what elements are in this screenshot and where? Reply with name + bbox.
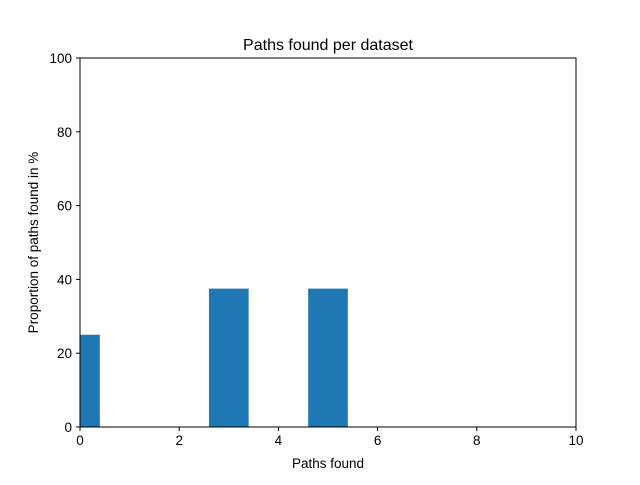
x-tick-label-2: 4	[275, 433, 283, 448]
x-tick-label-5: 10	[568, 433, 583, 448]
y-tick-label-2: 40	[57, 272, 72, 287]
bars-group	[80, 288, 348, 427]
x-tick-label-4: 8	[473, 433, 481, 448]
y-tick-label-0: 0	[64, 420, 72, 435]
plot-frame	[79, 57, 577, 428]
bar-1	[208, 288, 249, 427]
y-axis-ticks: 0 20 40 60 80 100	[49, 51, 80, 435]
x-axis-label: Paths found	[292, 456, 364, 471]
y-tick-label-3: 60	[57, 199, 72, 214]
y-tick-label-5: 100	[49, 51, 72, 66]
bar-2	[308, 288, 348, 427]
y-tick-label-4: 80	[57, 125, 72, 140]
bar-0	[80, 334, 100, 427]
x-tick-label-0: 0	[76, 433, 84, 448]
y-tick-label-1: 20	[57, 346, 72, 361]
x-tick-label-3: 6	[374, 433, 382, 448]
chart-title: Paths found per dataset	[243, 37, 413, 54]
x-axis-ticks: 0 2 4 6 8 10	[76, 427, 584, 448]
x-tick-label-1: 2	[175, 433, 183, 448]
y-axis-label: Proportion of paths found in %	[26, 152, 41, 334]
